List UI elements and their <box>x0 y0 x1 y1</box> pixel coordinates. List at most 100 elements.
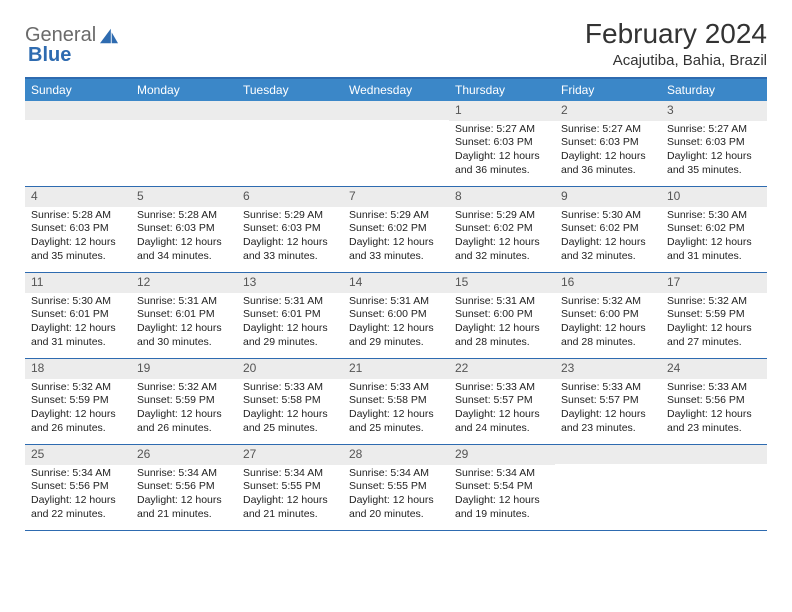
cell-body: Sunrise: 5:33 AMSunset: 5:57 PMDaylight:… <box>555 379 661 444</box>
calendar-cell: 26Sunrise: 5:34 AMSunset: 5:56 PMDayligh… <box>131 445 237 531</box>
daylight-line: Daylight: 12 hours and 22 minutes. <box>31 494 125 521</box>
cell-body: Sunrise: 5:34 AMSunset: 5:55 PMDaylight:… <box>343 465 449 530</box>
sunrise-line: Sunrise: 5:32 AM <box>31 381 125 395</box>
day-number: 21 <box>343 359 449 379</box>
cell-body: Sunrise: 5:34 AMSunset: 5:56 PMDaylight:… <box>25 465 131 530</box>
cell-body: Sunrise: 5:32 AMSunset: 6:00 PMDaylight:… <box>555 293 661 358</box>
daylight-line: Daylight: 12 hours and 26 minutes. <box>31 408 125 435</box>
sunset-line: Sunset: 6:02 PM <box>349 222 443 236</box>
sunset-line: Sunset: 5:56 PM <box>667 394 761 408</box>
sunset-line: Sunset: 6:00 PM <box>561 308 655 322</box>
cell-body <box>661 464 767 530</box>
sunset-line: Sunset: 5:59 PM <box>667 308 761 322</box>
cell-body: Sunrise: 5:34 AMSunset: 5:56 PMDaylight:… <box>131 465 237 530</box>
day-header: Monday <box>131 79 237 101</box>
daylight-line: Daylight: 12 hours and 21 minutes. <box>137 494 231 521</box>
day-number: 4 <box>25 187 131 207</box>
sunrise-line: Sunrise: 5:30 AM <box>561 209 655 223</box>
cell-body: Sunrise: 5:28 AMSunset: 6:03 PMDaylight:… <box>25 207 131 272</box>
sunset-line: Sunset: 5:54 PM <box>455 480 549 494</box>
day-number <box>555 445 661 464</box>
sunset-line: Sunset: 6:03 PM <box>243 222 337 236</box>
day-number: 18 <box>25 359 131 379</box>
cell-body <box>25 120 131 186</box>
day-number: 20 <box>237 359 343 379</box>
daylight-line: Daylight: 12 hours and 32 minutes. <box>455 236 549 263</box>
cell-body: Sunrise: 5:33 AMSunset: 5:56 PMDaylight:… <box>661 379 767 444</box>
cell-body: Sunrise: 5:33 AMSunset: 5:58 PMDaylight:… <box>237 379 343 444</box>
sunrise-line: Sunrise: 5:31 AM <box>455 295 549 309</box>
daylight-line: Daylight: 12 hours and 19 minutes. <box>455 494 549 521</box>
sunrise-line: Sunrise: 5:30 AM <box>667 209 761 223</box>
calendar-grid: SundayMondayTuesdayWednesdayThursdayFrid… <box>25 77 767 531</box>
daylight-line: Daylight: 12 hours and 29 minutes. <box>349 322 443 349</box>
day-number: 23 <box>555 359 661 379</box>
header: General February 2024 Acajutiba, Bahia, … <box>25 18 767 69</box>
cell-body: Sunrise: 5:27 AMSunset: 6:03 PMDaylight:… <box>449 121 555 186</box>
cell-body: Sunrise: 5:29 AMSunset: 6:02 PMDaylight:… <box>343 207 449 272</box>
cell-body: Sunrise: 5:34 AMSunset: 5:55 PMDaylight:… <box>237 465 343 530</box>
sunrise-line: Sunrise: 5:28 AM <box>137 209 231 223</box>
calendar-cell: 28Sunrise: 5:34 AMSunset: 5:55 PMDayligh… <box>343 445 449 531</box>
cell-body: Sunrise: 5:33 AMSunset: 5:58 PMDaylight:… <box>343 379 449 444</box>
title-block: February 2024 Acajutiba, Bahia, Brazil <box>585 18 767 69</box>
sunset-line: Sunset: 5:59 PM <box>137 394 231 408</box>
daylight-line: Daylight: 12 hours and 20 minutes. <box>349 494 443 521</box>
daylight-line: Daylight: 12 hours and 31 minutes. <box>31 322 125 349</box>
sunset-line: Sunset: 6:02 PM <box>455 222 549 236</box>
sunrise-line: Sunrise: 5:34 AM <box>243 467 337 481</box>
calendar-cell: 27Sunrise: 5:34 AMSunset: 5:55 PMDayligh… <box>237 445 343 531</box>
cell-body: Sunrise: 5:27 AMSunset: 6:03 PMDaylight:… <box>661 121 767 186</box>
calendar-cell: 29 Sunrise: 5:34 AMSunset: 5:54 PMDayligh… <box>449 445 555 531</box>
cell-body: Sunrise: 5:27 AMSunset: 6:03 PMDaylight:… <box>555 121 661 186</box>
sunrise-line: Sunrise: 5:30 AM <box>31 295 125 309</box>
day-header: Sunday <box>25 79 131 101</box>
sunrise-line: Sunrise: 5:34 AM <box>455 467 549 481</box>
sunset-line: Sunset: 5:55 PM <box>243 480 337 494</box>
sunrise-line: Sunrise: 5:28 AM <box>31 209 125 223</box>
daylight-line: Daylight: 12 hours and 34 minutes. <box>137 236 231 263</box>
day-number: 1 <box>449 101 555 121</box>
sunset-line: Sunset: 5:58 PM <box>349 394 443 408</box>
calendar-cell: 6Sunrise: 5:29 AMSunset: 6:03 PMDaylight… <box>237 187 343 273</box>
sunrise-line: Sunrise: 5:29 AM <box>243 209 337 223</box>
day-header: Thursday <box>449 79 555 101</box>
sunset-line: Sunset: 5:57 PM <box>455 394 549 408</box>
day-number: 5 <box>131 187 237 207</box>
sunrise-line: Sunrise: 5:33 AM <box>561 381 655 395</box>
sunrise-line: Sunrise: 5:33 AM <box>455 381 549 395</box>
sunset-line: Sunset: 6:00 PM <box>349 308 443 322</box>
sunrise-line: Sunrise: 5:29 AM <box>349 209 443 223</box>
daylight-line: Daylight: 12 hours and 26 minutes. <box>137 408 231 435</box>
calendar-cell: 23Sunrise: 5:33 AMSunset: 5:57 PMDayligh… <box>555 359 661 445</box>
day-number: 29 <box>449 445 555 465</box>
calendar-cell <box>661 445 767 531</box>
daylight-line: Daylight: 12 hours and 28 minutes. <box>455 322 549 349</box>
day-number: 28 <box>343 445 449 465</box>
calendar-cell: 10Sunrise: 5:30 AMSunset: 6:02 PMDayligh… <box>661 187 767 273</box>
calendar-cell: 12Sunrise: 5:31 AMSunset: 6:01 PMDayligh… <box>131 273 237 359</box>
brand-text-2: Blue <box>28 44 71 67</box>
sunset-line: Sunset: 5:58 PM <box>243 394 337 408</box>
cell-body <box>555 464 661 530</box>
daylight-line: Daylight: 12 hours and 35 minutes. <box>31 236 125 263</box>
calendar-cell: 15Sunrise: 5:31 AMSunset: 6:00 PMDayligh… <box>449 273 555 359</box>
calendar-cell: 13Sunrise: 5:31 AMSunset: 6:01 PMDayligh… <box>237 273 343 359</box>
daylight-line: Daylight: 12 hours and 33 minutes. <box>243 236 337 263</box>
daylight-line: Daylight: 12 hours and 30 minutes. <box>137 322 231 349</box>
calendar-cell: 11Sunrise: 5:30 AMSunset: 6:01 PMDayligh… <box>25 273 131 359</box>
sunrise-line: Sunrise: 5:31 AM <box>349 295 443 309</box>
day-number: 14 <box>343 273 449 293</box>
sunset-line: Sunset: 5:57 PM <box>561 394 655 408</box>
day-number: 2 <box>555 101 661 121</box>
daylight-line: Daylight: 12 hours and 31 minutes. <box>667 236 761 263</box>
cell-body: Sunrise: 5:31 AMSunset: 6:00 PMDaylight:… <box>449 293 555 358</box>
daylight-line: Daylight: 12 hours and 24 minutes. <box>455 408 549 435</box>
calendar-cell: 4Sunrise: 5:28 AMSunset: 6:03 PMDaylight… <box>25 187 131 273</box>
sunset-line: Sunset: 6:02 PM <box>561 222 655 236</box>
day-header: Saturday <box>661 79 767 101</box>
day-number: 13 <box>237 273 343 293</box>
sunset-line: Sunset: 6:03 PM <box>137 222 231 236</box>
calendar-cell: 17Sunrise: 5:32 AMSunset: 5:59 PMDayligh… <box>661 273 767 359</box>
sunset-line: Sunset: 5:55 PM <box>349 480 443 494</box>
